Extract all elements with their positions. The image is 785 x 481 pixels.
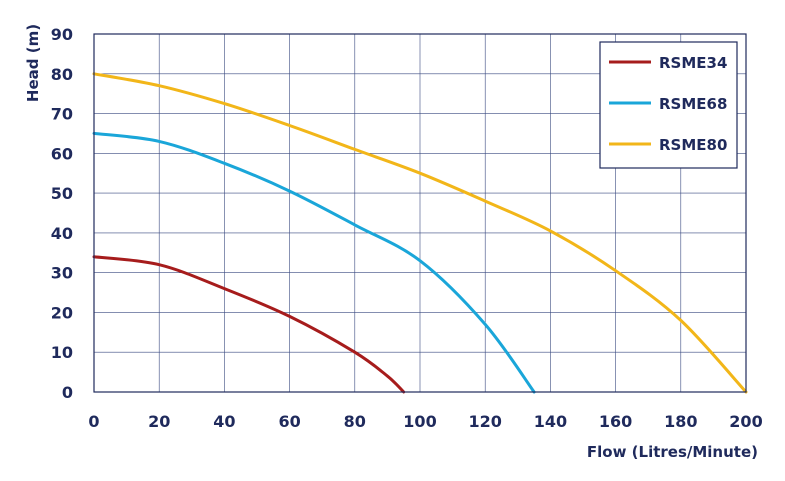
y-axis-title: Head (m) bbox=[24, 24, 42, 102]
y-tick-label: 50 bbox=[51, 184, 73, 203]
x-tick-label: 140 bbox=[534, 412, 567, 431]
y-tick-label: 60 bbox=[51, 144, 73, 163]
y-tick-label: 0 bbox=[62, 383, 73, 402]
x-tick-label: 100 bbox=[403, 412, 436, 431]
x-tick-label: 20 bbox=[148, 412, 170, 431]
y-tick-label: 30 bbox=[51, 264, 73, 283]
x-tick-label: 120 bbox=[468, 412, 501, 431]
x-tick-label: 180 bbox=[664, 412, 697, 431]
y-tick-label: 80 bbox=[51, 65, 73, 84]
y-tick-label: 20 bbox=[51, 303, 73, 322]
series-line-rsme80 bbox=[92, 72, 748, 394]
series-line-rsme34 bbox=[92, 255, 406, 394]
y-tick-label: 40 bbox=[51, 224, 73, 243]
x-tick-label: 40 bbox=[213, 412, 235, 431]
y-tick-label: 90 bbox=[51, 25, 73, 44]
x-tick-label: 160 bbox=[599, 412, 632, 431]
y-tick-label: 10 bbox=[51, 343, 73, 362]
x-tick-labels: 0 20 40 60 80 100 120 140 160 180 200 bbox=[88, 412, 762, 431]
x-tick-label: 80 bbox=[344, 412, 366, 431]
legend-label-rsme68: RSME68 bbox=[659, 95, 727, 113]
legend-label-rsme80: RSME80 bbox=[659, 136, 727, 154]
x-tick-label: 200 bbox=[729, 412, 762, 431]
legend: RSME34 RSME68 RSME80 bbox=[599, 41, 738, 169]
y-tick-labels: 0 10 20 30 40 50 60 70 80 90 bbox=[51, 25, 73, 402]
y-tick-label: 70 bbox=[51, 105, 73, 124]
x-tick-label: 0 bbox=[88, 412, 99, 431]
legend-label-rsme34: RSME34 bbox=[659, 54, 727, 72]
plot-border bbox=[93, 33, 747, 393]
x-tick-label: 60 bbox=[278, 412, 300, 431]
series-line-rsme68 bbox=[92, 131, 536, 394]
x-axis-title: Flow (Litres/Minute) bbox=[587, 443, 758, 461]
series-lines bbox=[92, 72, 748, 394]
